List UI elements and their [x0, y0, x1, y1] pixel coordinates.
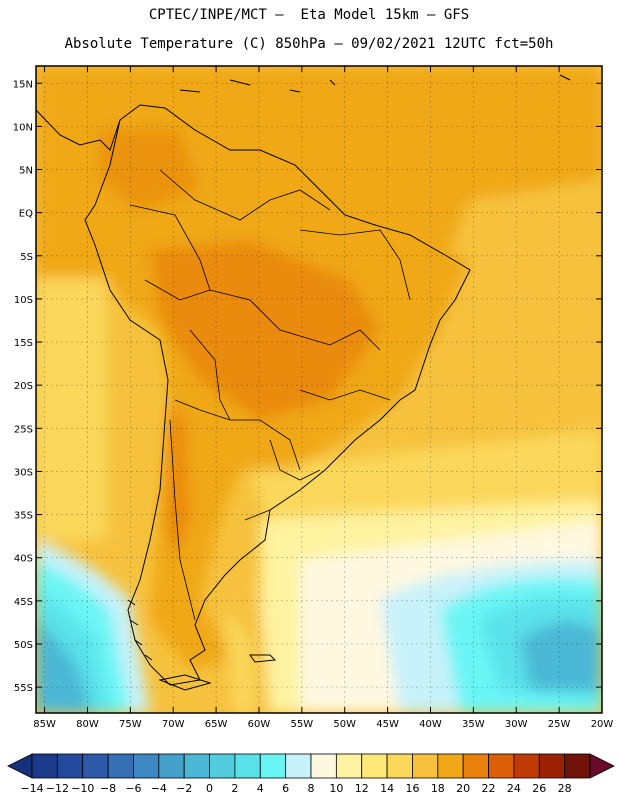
colorbar-label: −12: [46, 782, 69, 795]
lon-tick-label: 50W: [333, 719, 356, 730]
lat-tick-label: 35S: [14, 511, 33, 522]
colorbar-cell: [56, 753, 84, 779]
plot-frame: [35, 65, 603, 714]
colorbar-label: 20: [456, 782, 470, 795]
title-line-1: CPTEC/INPE/MCT – Eta Model 15km – GFS: [148, 7, 470, 23]
colorbar-cell: [82, 753, 109, 779]
south-america-outline: [84, 104, 471, 686]
colorbar-right-arrow: [589, 753, 615, 779]
colorbar-label: 2: [231, 782, 238, 795]
colorbar-label: −10: [71, 782, 94, 795]
falklands: [249, 654, 277, 663]
colorbar-label: −6: [125, 782, 141, 795]
colorbar-cell: [183, 753, 210, 779]
colorbar-label: 12: [355, 782, 369, 795]
colorbar-label: −4: [151, 782, 167, 795]
colorbar-label: 28: [558, 782, 572, 795]
lon-tick-label: 40W: [419, 719, 442, 730]
lon-tick-label: 30W: [505, 719, 528, 730]
lon-tick-label: 35W: [462, 719, 485, 730]
colorbar-cell: [234, 753, 261, 779]
colorbar-label: 4: [257, 782, 264, 795]
lon-tick-label: 70W: [162, 719, 185, 730]
colorbar-cell: [412, 753, 439, 779]
lon-tick-label: 45W: [376, 719, 399, 730]
colorbar-cell: [133, 753, 160, 779]
country-borders: [129, 169, 411, 621]
chile-coast-islands: [127, 599, 153, 661]
colorbar-cell: [361, 753, 388, 779]
lat-tick-label: 55S: [14, 683, 33, 694]
colorbar-label: −14: [20, 782, 43, 795]
colorbar-cell: [462, 753, 489, 779]
colorbar-label: 22: [482, 782, 496, 795]
colorbar-cell: [285, 753, 312, 779]
longitude-labels: 85W 80W 75W 70W 65W 60W 55W 50W 45W 40W 35W 30W 25W 2…: [33, 719, 613, 730]
colorbar-label: 10: [329, 782, 343, 795]
colorbar-cell: [386, 753, 413, 779]
colorbar-cell: [437, 753, 464, 779]
lat-tick-label: 15N: [13, 79, 33, 90]
colorbar-label: 24: [507, 782, 521, 795]
lon-tick-label: 85W: [33, 719, 56, 730]
lat-tick-label: 25S: [14, 424, 33, 435]
coastlines: [36, 74, 571, 691]
lat-tick-label: 10N: [13, 122, 33, 133]
colorbar-cell: [538, 753, 566, 779]
colorbar-label: 6: [282, 782, 289, 795]
lat-tick-label: 45S: [14, 597, 33, 608]
colorbar-label: −2: [176, 782, 192, 795]
colorbar-left-arrow: [7, 753, 33, 779]
colorbar-label: −8: [100, 782, 116, 795]
lat-tick-label: 40S: [14, 554, 33, 565]
colorbar-cell: [209, 753, 236, 779]
colorbar-cell: [158, 753, 185, 779]
lat-tick-label: EQ: [19, 209, 33, 220]
caribbean-islands: [179, 74, 571, 93]
colorbar-label: 18: [431, 782, 445, 795]
lat-lon-grid: [36, 66, 602, 713]
colorbar-label: 0: [206, 782, 213, 795]
lon-tick-label: 75W: [119, 719, 142, 730]
temperature-field: [36, 66, 602, 713]
colorbar-label: 16: [405, 782, 419, 795]
colorbar-cell: [259, 753, 287, 779]
lat-tick-label: 20S: [14, 381, 33, 392]
colorbar-cell: [335, 753, 363, 779]
colorbar-cell: [488, 753, 515, 779]
lon-tick-label: 25W: [548, 719, 571, 730]
tierra-del-fuego: [158, 674, 212, 691]
lat-tick-label: 5N: [19, 166, 33, 177]
colorbar-label: 14: [380, 782, 394, 795]
lon-tick-label: 55W: [291, 719, 314, 730]
colorbar-cell: [107, 753, 134, 779]
lon-tick-label: 65W: [205, 719, 228, 730]
colorbar-cell: [564, 753, 591, 779]
latitude-labels: 15N 10N 5N EQ 5S 10S 15S 20S 25S 30S 35S 40S 45S 50S 5…: [13, 79, 33, 694]
lat-tick-label: 5S: [20, 252, 33, 263]
colorbar-cell: [310, 753, 337, 779]
lon-tick-label: 80W: [76, 719, 99, 730]
lon-tick-label: 60W: [248, 719, 271, 730]
title-line-2: Absolute Temperature (C) 850hPa – 09/02/…: [64, 36, 554, 52]
colorbar-cell: [513, 753, 540, 779]
lat-tick-label: 15S: [14, 338, 33, 349]
lat-tick-label: 30S: [14, 467, 33, 478]
colorbar-label: 8: [308, 782, 315, 795]
colorbar-cell: [31, 753, 58, 779]
lon-tick-label: 20W: [591, 719, 614, 730]
lat-tick-label: 50S: [14, 640, 33, 651]
central-america: [36, 109, 121, 151]
axis-ticks: [36, 66, 603, 713]
lat-tick-label: 10S: [14, 295, 33, 306]
colorbar-label: 26: [532, 782, 546, 795]
